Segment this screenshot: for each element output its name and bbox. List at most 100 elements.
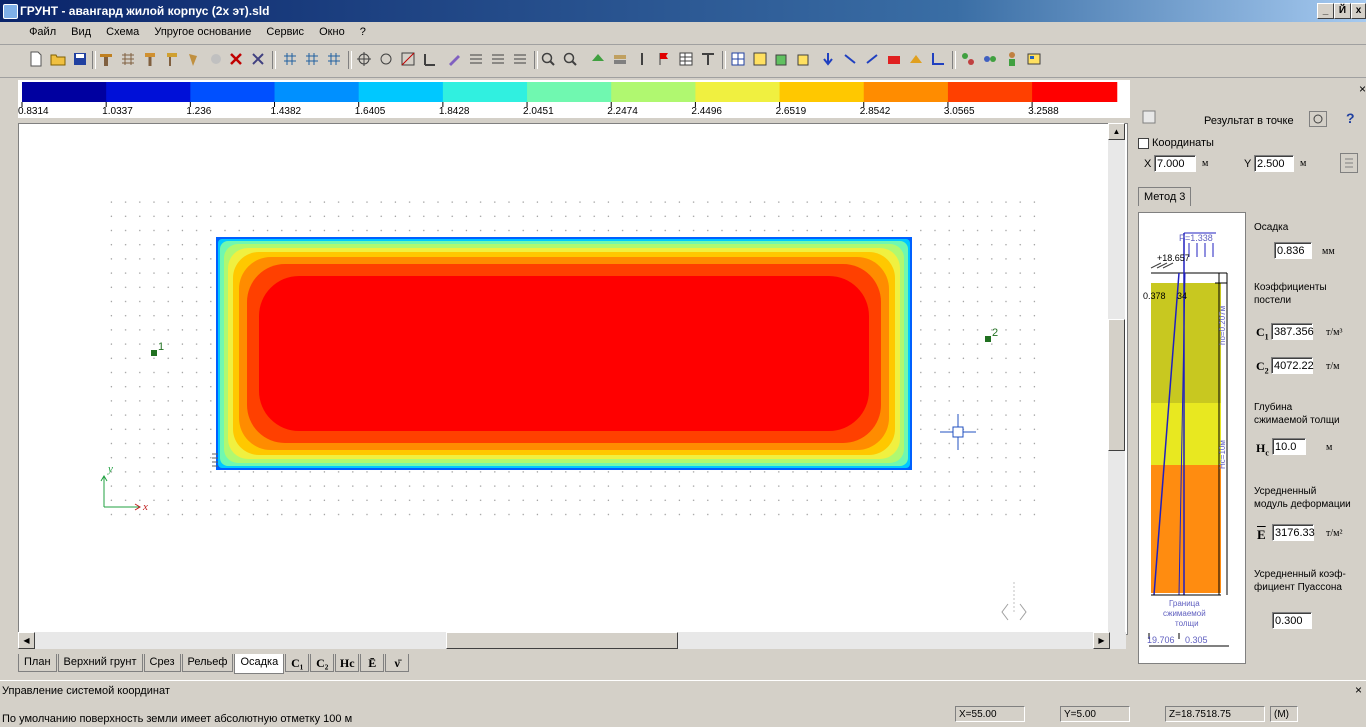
layers2-icon[interactable]: [490, 51, 506, 67]
plan-canvas[interactable]: 1 2 y x: [18, 123, 1128, 635]
x-unit: м: [1202, 158, 1209, 169]
e-avg-field: 3176.33: [1272, 524, 1315, 541]
y-coord-field[interactable]: 2.500: [1254, 155, 1294, 172]
tab-relief[interactable]: Рельеф: [181, 654, 234, 672]
crosshair-icon[interactable]: [356, 51, 372, 67]
delete-icon[interactable]: [228, 51, 244, 67]
grid-tool3-icon[interactable]: [326, 51, 342, 67]
probe-icon[interactable]: [634, 51, 650, 67]
settlement-map[interactable]: 1 2 y x: [19, 124, 1109, 634]
tab-nu-avg[interactable]: ν̄: [385, 654, 410, 672]
column-icon[interactable]: [700, 51, 716, 67]
horizontal-scrollbar[interactable]: ◀ ▶: [18, 632, 1126, 649]
grid-tool-icon[interactable]: [282, 51, 298, 67]
close-button[interactable]: x: [1351, 3, 1366, 19]
new-file-icon[interactable]: [28, 51, 44, 67]
tab-c1[interactable]: C₁: [285, 654, 310, 672]
ho-label: ho=0.207м: [1218, 306, 1227, 345]
menu-window[interactable]: Окно: [319, 26, 345, 38]
person-icon[interactable]: [1004, 51, 1020, 67]
tree-icon[interactable]: [960, 51, 976, 67]
scale-band: [527, 82, 613, 102]
menu-help[interactable]: ?: [359, 26, 366, 38]
status-y: Y=5.00: [1060, 706, 1130, 722]
tool-pile3-icon[interactable]: [164, 51, 180, 67]
open-folder-icon[interactable]: [50, 51, 66, 67]
scroll-right-button[interactable]: ▶: [1093, 632, 1110, 649]
tool-pile-icon[interactable]: [98, 51, 114, 67]
coordinates-label: Координаты: [1152, 137, 1214, 149]
block-icon[interactable]: [886, 51, 902, 67]
nu-avg-label-2: фициент Пуассона: [1254, 582, 1342, 593]
horizontal-scroll-thumb[interactable]: [446, 632, 678, 649]
menu-scheme[interactable]: Схема: [106, 26, 140, 38]
tab-e-avg[interactable]: Ē: [360, 654, 385, 672]
scale-label: 1.6405: [355, 106, 386, 117]
view-box2-icon[interactable]: [774, 51, 790, 67]
boundary-label-2: сжимаемой: [1163, 609, 1206, 618]
menu-service[interactable]: Сервис: [266, 26, 305, 38]
vertical-scroll-thumb[interactable]: [1108, 319, 1125, 451]
scissors-icon[interactable]: [250, 51, 266, 67]
tab-c2[interactable]: C₂: [310, 654, 335, 672]
layer-soil-icon[interactable]: [612, 51, 628, 67]
status-x: X=55.00: [955, 706, 1025, 722]
view-box-icon[interactable]: [752, 51, 768, 67]
e-avg-symbol: E: [1257, 527, 1266, 542]
menu-elastic-base[interactable]: Упругое основание: [154, 26, 252, 38]
tool-pile2-icon[interactable]: [142, 51, 158, 67]
point-2-label: 2: [992, 327, 998, 339]
menu-view[interactable]: Вид: [71, 26, 92, 38]
soil-icon[interactable]: [590, 51, 606, 67]
scale-band: [442, 82, 529, 102]
report-icon[interactable]: [1026, 51, 1042, 67]
region-icon[interactable]: [400, 51, 416, 67]
table-icon[interactable]: [678, 51, 694, 67]
view-box3-icon[interactable]: [796, 51, 812, 67]
tab-method-3[interactable]: Метод 3: [1138, 187, 1192, 206]
layers-icon[interactable]: [468, 51, 484, 67]
tab-hc[interactable]: Hc: [335, 654, 360, 672]
axes-icon[interactable]: [930, 51, 946, 67]
menu-file[interactable]: Файл: [29, 26, 57, 38]
scale-band: [190, 82, 276, 102]
load-icon[interactable]: [842, 51, 858, 67]
view-grid-icon[interactable]: [730, 51, 746, 67]
tab-section[interactable]: Срез: [143, 654, 181, 672]
tab-top-soil[interactable]: Верхний грунт: [57, 654, 143, 672]
apply-coords-icon[interactable]: [1340, 153, 1358, 173]
measure-icon[interactable]: [422, 51, 438, 67]
coordinates-checkbox[interactable]: [1138, 138, 1149, 149]
refresh-icon[interactable]: [1309, 111, 1327, 127]
vertical-scrollbar[interactable]: ▲: [1108, 123, 1125, 633]
save-icon[interactable]: [72, 51, 88, 67]
grid-tool2-icon[interactable]: [304, 51, 320, 67]
tool-grid-icon[interactable]: [120, 51, 136, 67]
point-2-marker[interactable]: [985, 336, 991, 342]
coord-panel-close-icon[interactable]: ×: [1354, 683, 1362, 697]
target-icon[interactable]: [378, 51, 394, 67]
x-coord-field[interactable]: 7.000: [1154, 155, 1196, 172]
zoom-in-icon[interactable]: [540, 51, 556, 67]
tool-disabled-icon[interactable]: [208, 51, 224, 67]
minimize-button[interactable]: _: [1317, 3, 1334, 19]
network-icon[interactable]: [982, 51, 998, 67]
layers3-icon[interactable]: [512, 51, 528, 67]
tool-pile4-icon[interactable]: [186, 51, 202, 67]
tab-plan[interactable]: План: [18, 654, 57, 672]
load-down-icon[interactable]: [820, 51, 836, 67]
tab-settlement[interactable]: Осадка: [234, 654, 285, 674]
zoom-out-icon[interactable]: [562, 51, 578, 67]
scroll-left-button[interactable]: ◀: [18, 632, 35, 649]
pen-icon[interactable]: [446, 51, 462, 67]
maximize-button[interactable]: Й: [1334, 3, 1351, 19]
point-1-marker[interactable]: [151, 350, 157, 356]
result-panel-close-icon[interactable]: ×: [1359, 82, 1366, 96]
scroll-up-button[interactable]: ▲: [1108, 123, 1125, 140]
help-icon[interactable]: ?: [1346, 110, 1355, 126]
shape-icon[interactable]: [908, 51, 924, 67]
pan-arrows-icon[interactable]: [1001, 582, 1027, 621]
title-bar: ГРУНТ - авангард жилой корпус (2х эт).sl…: [0, 0, 1366, 22]
flag-icon[interactable]: [656, 51, 672, 67]
load2-icon[interactable]: [864, 51, 880, 67]
